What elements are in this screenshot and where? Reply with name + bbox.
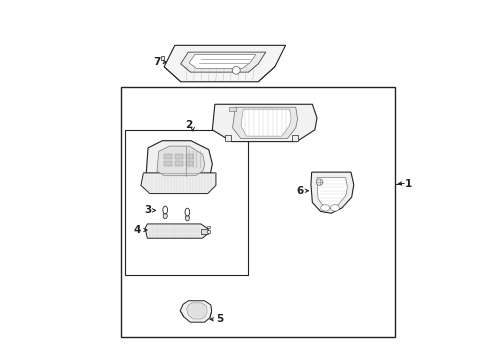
Text: 1: 1 bbox=[405, 179, 411, 189]
Bar bbox=[185, 154, 193, 158]
Polygon shape bbox=[212, 104, 316, 141]
Polygon shape bbox=[146, 141, 212, 179]
Circle shape bbox=[232, 66, 240, 74]
Bar bbox=[206, 230, 210, 233]
Polygon shape bbox=[186, 303, 206, 319]
Text: 4: 4 bbox=[133, 225, 141, 235]
Bar bbox=[164, 161, 172, 166]
Polygon shape bbox=[145, 224, 207, 238]
Ellipse shape bbox=[320, 204, 329, 211]
Text: 5: 5 bbox=[215, 314, 223, 324]
Bar bbox=[121, 87, 394, 337]
Polygon shape bbox=[201, 229, 207, 234]
Polygon shape bbox=[224, 135, 231, 141]
Polygon shape bbox=[232, 107, 297, 139]
Text: 3: 3 bbox=[144, 205, 151, 215]
Polygon shape bbox=[160, 56, 164, 60]
Polygon shape bbox=[157, 146, 204, 176]
Polygon shape bbox=[241, 109, 290, 136]
Polygon shape bbox=[180, 301, 211, 322]
Polygon shape bbox=[163, 214, 167, 219]
Text: 6: 6 bbox=[296, 186, 303, 196]
Bar bbox=[185, 161, 193, 166]
Polygon shape bbox=[185, 216, 189, 221]
Polygon shape bbox=[181, 52, 265, 72]
Polygon shape bbox=[164, 45, 285, 82]
Text: 7: 7 bbox=[153, 57, 161, 67]
Polygon shape bbox=[310, 172, 353, 213]
Polygon shape bbox=[316, 177, 346, 208]
Polygon shape bbox=[141, 173, 216, 194]
Bar bbox=[175, 154, 183, 158]
Ellipse shape bbox=[163, 206, 167, 214]
Bar bbox=[229, 107, 235, 111]
Polygon shape bbox=[291, 135, 298, 141]
Bar bbox=[164, 154, 172, 158]
Bar bbox=[206, 226, 210, 228]
Text: 2: 2 bbox=[185, 120, 192, 130]
Bar bbox=[175, 161, 183, 166]
Polygon shape bbox=[189, 55, 255, 68]
Circle shape bbox=[316, 179, 322, 185]
Bar bbox=[124, 130, 247, 275]
Ellipse shape bbox=[184, 208, 189, 216]
Ellipse shape bbox=[330, 204, 339, 211]
